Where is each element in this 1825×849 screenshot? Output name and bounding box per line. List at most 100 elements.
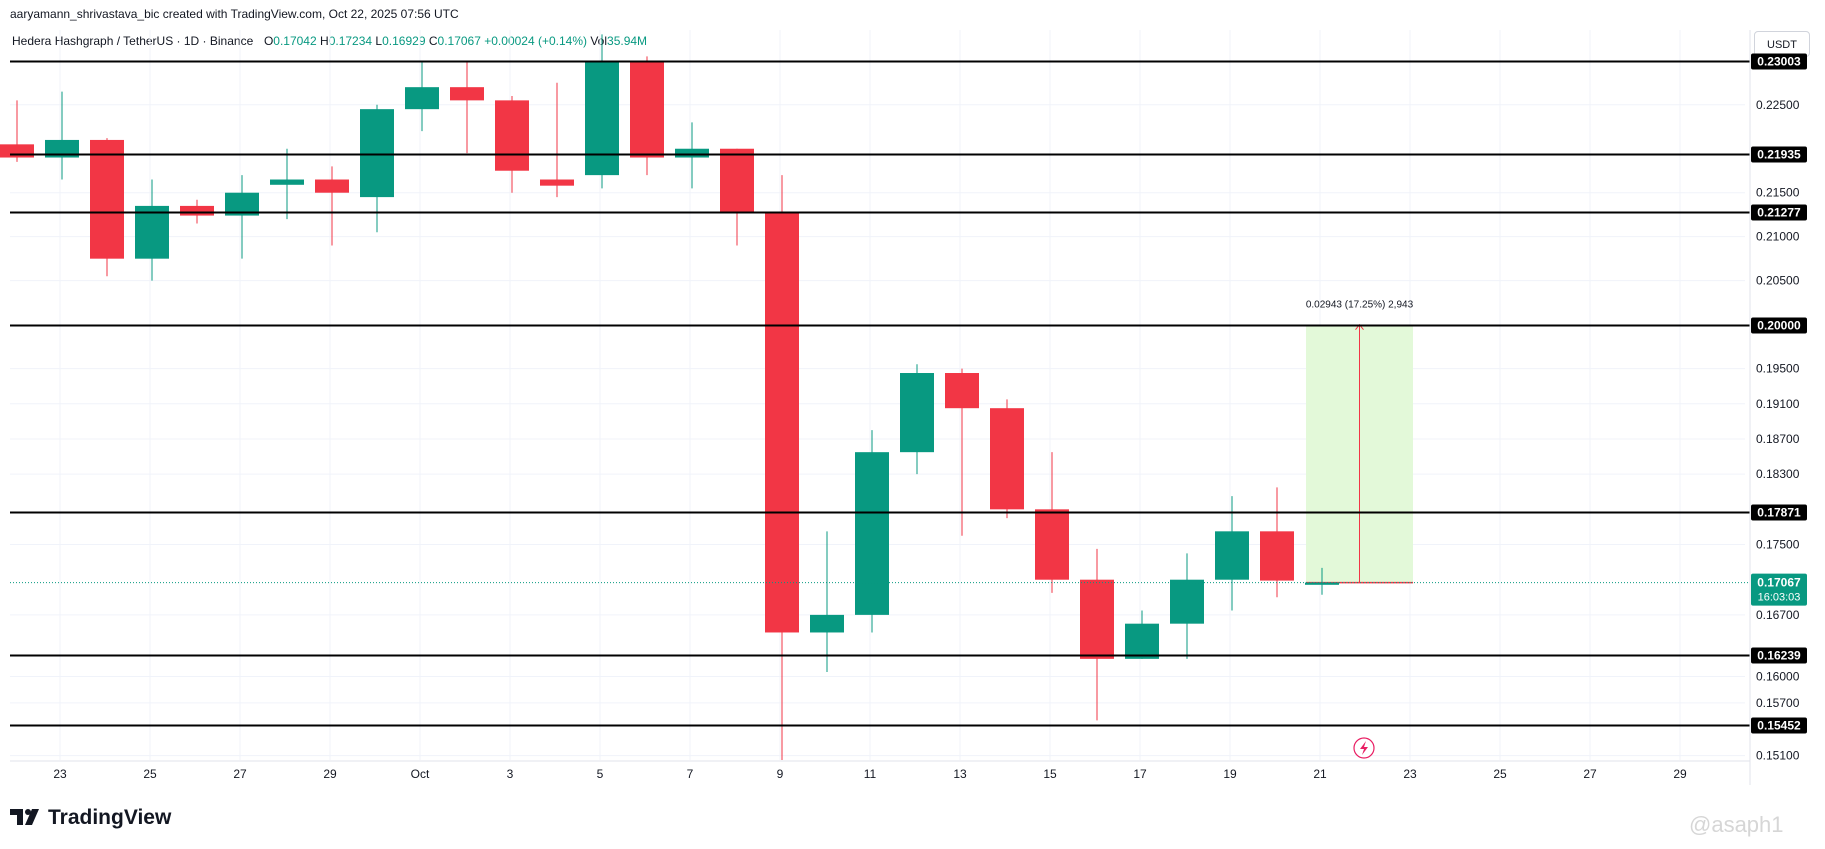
- x-tick-label: 25: [1493, 767, 1507, 781]
- candle-body: [360, 109, 394, 198]
- candle-body: [540, 179, 574, 186]
- candle-body: [315, 179, 349, 193]
- candle-body: [45, 139, 79, 158]
- x-tick-label: 7: [687, 767, 694, 781]
- y-tick-label: 0.21500: [1756, 186, 1800, 200]
- candle-body: [1125, 623, 1159, 659]
- candle-body: [0, 144, 34, 158]
- candle-body: [585, 60, 619, 176]
- candle: [1035, 452, 1069, 593]
- x-tick-label: Oct: [411, 767, 430, 781]
- candle: [450, 60, 484, 154]
- candle: [90, 138, 124, 277]
- tradingview-brand: TradingView: [10, 806, 171, 830]
- y-tick-label: 0.22500: [1756, 98, 1800, 112]
- author-line: aaryamann_shrivastava_bic created with T…: [10, 7, 459, 21]
- high-value: 0.17234: [328, 34, 373, 48]
- level-price-tag: [1751, 647, 1807, 664]
- candle-body: [1215, 531, 1249, 580]
- x-tick-label: 5: [597, 767, 604, 781]
- level-price-label: 0.17871: [1757, 506, 1801, 520]
- candle-body: [765, 212, 799, 633]
- candle-body: [990, 408, 1024, 510]
- candle-body: [135, 205, 169, 259]
- y-tick-label: 0.15700: [1756, 696, 1800, 710]
- candle: [945, 368, 979, 536]
- candle: [270, 148, 304, 220]
- candle-body: [810, 614, 844, 633]
- open-value: 0.17042: [273, 34, 317, 48]
- level-price-tag: [1751, 717, 1807, 734]
- candle: [405, 60, 439, 132]
- candle-body: [1170, 579, 1204, 624]
- level-price-tag: [1751, 504, 1807, 521]
- level-price-label: 0.20000: [1757, 319, 1801, 333]
- candle: [810, 531, 844, 673]
- candle-countdown-label: 16:03:03: [1758, 592, 1801, 604]
- candles: [0, 34, 1339, 760]
- candle: [45, 91, 79, 180]
- candle: [855, 430, 889, 633]
- tradingview-logo-icon: [10, 809, 39, 825]
- candle: [135, 179, 169, 281]
- low-value: 0.16929: [382, 34, 426, 48]
- brand-text: TradingView: [48, 806, 172, 829]
- level-price-label: 0.23003: [1757, 55, 1801, 69]
- x-tick-label: 27: [1583, 767, 1597, 781]
- measure-label: 0.02943 (17.25%) 2,943: [1306, 300, 1414, 311]
- candle: [720, 148, 754, 246]
- x-tick-label: 13: [953, 767, 967, 781]
- level-price-tag: [1751, 204, 1807, 221]
- level-price-label: 0.21277: [1757, 206, 1801, 220]
- candle-body: [450, 87, 484, 101]
- x-tick-label: 21: [1313, 767, 1327, 781]
- candle: [540, 82, 574, 198]
- level-price-tag: [1751, 53, 1807, 70]
- horizontal-levels[interactable]: [10, 60, 1750, 727]
- lightning-icon[interactable]: [1353, 737, 1375, 759]
- candle: [1215, 496, 1249, 611]
- lightning-icon-bolt: [1360, 741, 1368, 755]
- axes: 23 25 27 29 Oct 3 5 7 9 11 13 15 17 19 21 23 25 27 29 0.225…: [10, 30, 1800, 785]
- y-tick-label: 0.18300: [1756, 467, 1800, 481]
- symbol-title[interactable]: Hedera Hashgraph / TetherUS · 1D · Binan…: [12, 34, 254, 48]
- candle-body: [90, 139, 124, 259]
- candle: [585, 34, 619, 189]
- candle: [1305, 567, 1339, 595]
- x-tick-label: 11: [864, 767, 877, 781]
- y-tick-label: 0.16700: [1756, 608, 1800, 622]
- x-tick-label: 27: [233, 767, 247, 781]
- candle-body: [630, 60, 664, 158]
- candle-body: [1035, 509, 1069, 580]
- y-tick-label: 0.16000: [1756, 669, 1800, 683]
- candle: [225, 175, 259, 259]
- candle-body: [855, 452, 889, 615]
- candle-body: [495, 100, 529, 171]
- candle-body: [720, 148, 754, 213]
- close-value: 0.17067: [437, 34, 481, 48]
- y-tick-label: 0.19500: [1756, 362, 1800, 376]
- current-price-label: 0.17067: [1757, 576, 1801, 590]
- candle-body: [1305, 582, 1339, 585]
- level-price-label: 0.21935: [1757, 148, 1801, 162]
- vol-value: 35.94M: [607, 34, 648, 48]
- level-price-label: 0.16239: [1757, 649, 1801, 663]
- low-label: L: [375, 34, 383, 48]
- candle-body: [1260, 531, 1294, 581]
- current-price-tag: [1751, 573, 1807, 606]
- price-range-measure[interactable]: 0.02943 (17.25%) 2,943: [1306, 300, 1414, 584]
- candle: [1170, 553, 1204, 659]
- x-tick-label: 17: [1133, 767, 1147, 781]
- candle-body: [900, 373, 934, 453]
- candle: [630, 56, 664, 176]
- candle: [1125, 610, 1159, 659]
- close-label: C: [428, 34, 438, 48]
- candle: [765, 175, 799, 760]
- price-labels: 0.23003 0.21935 0.21277 0.20000 0.17871 0.162…: [1751, 53, 1807, 734]
- candle: [990, 399, 1024, 519]
- y-tick-label: 0.17500: [1756, 538, 1800, 552]
- candle: [0, 100, 34, 162]
- high-label: H: [320, 34, 329, 48]
- x-tick-label: 9: [777, 767, 784, 781]
